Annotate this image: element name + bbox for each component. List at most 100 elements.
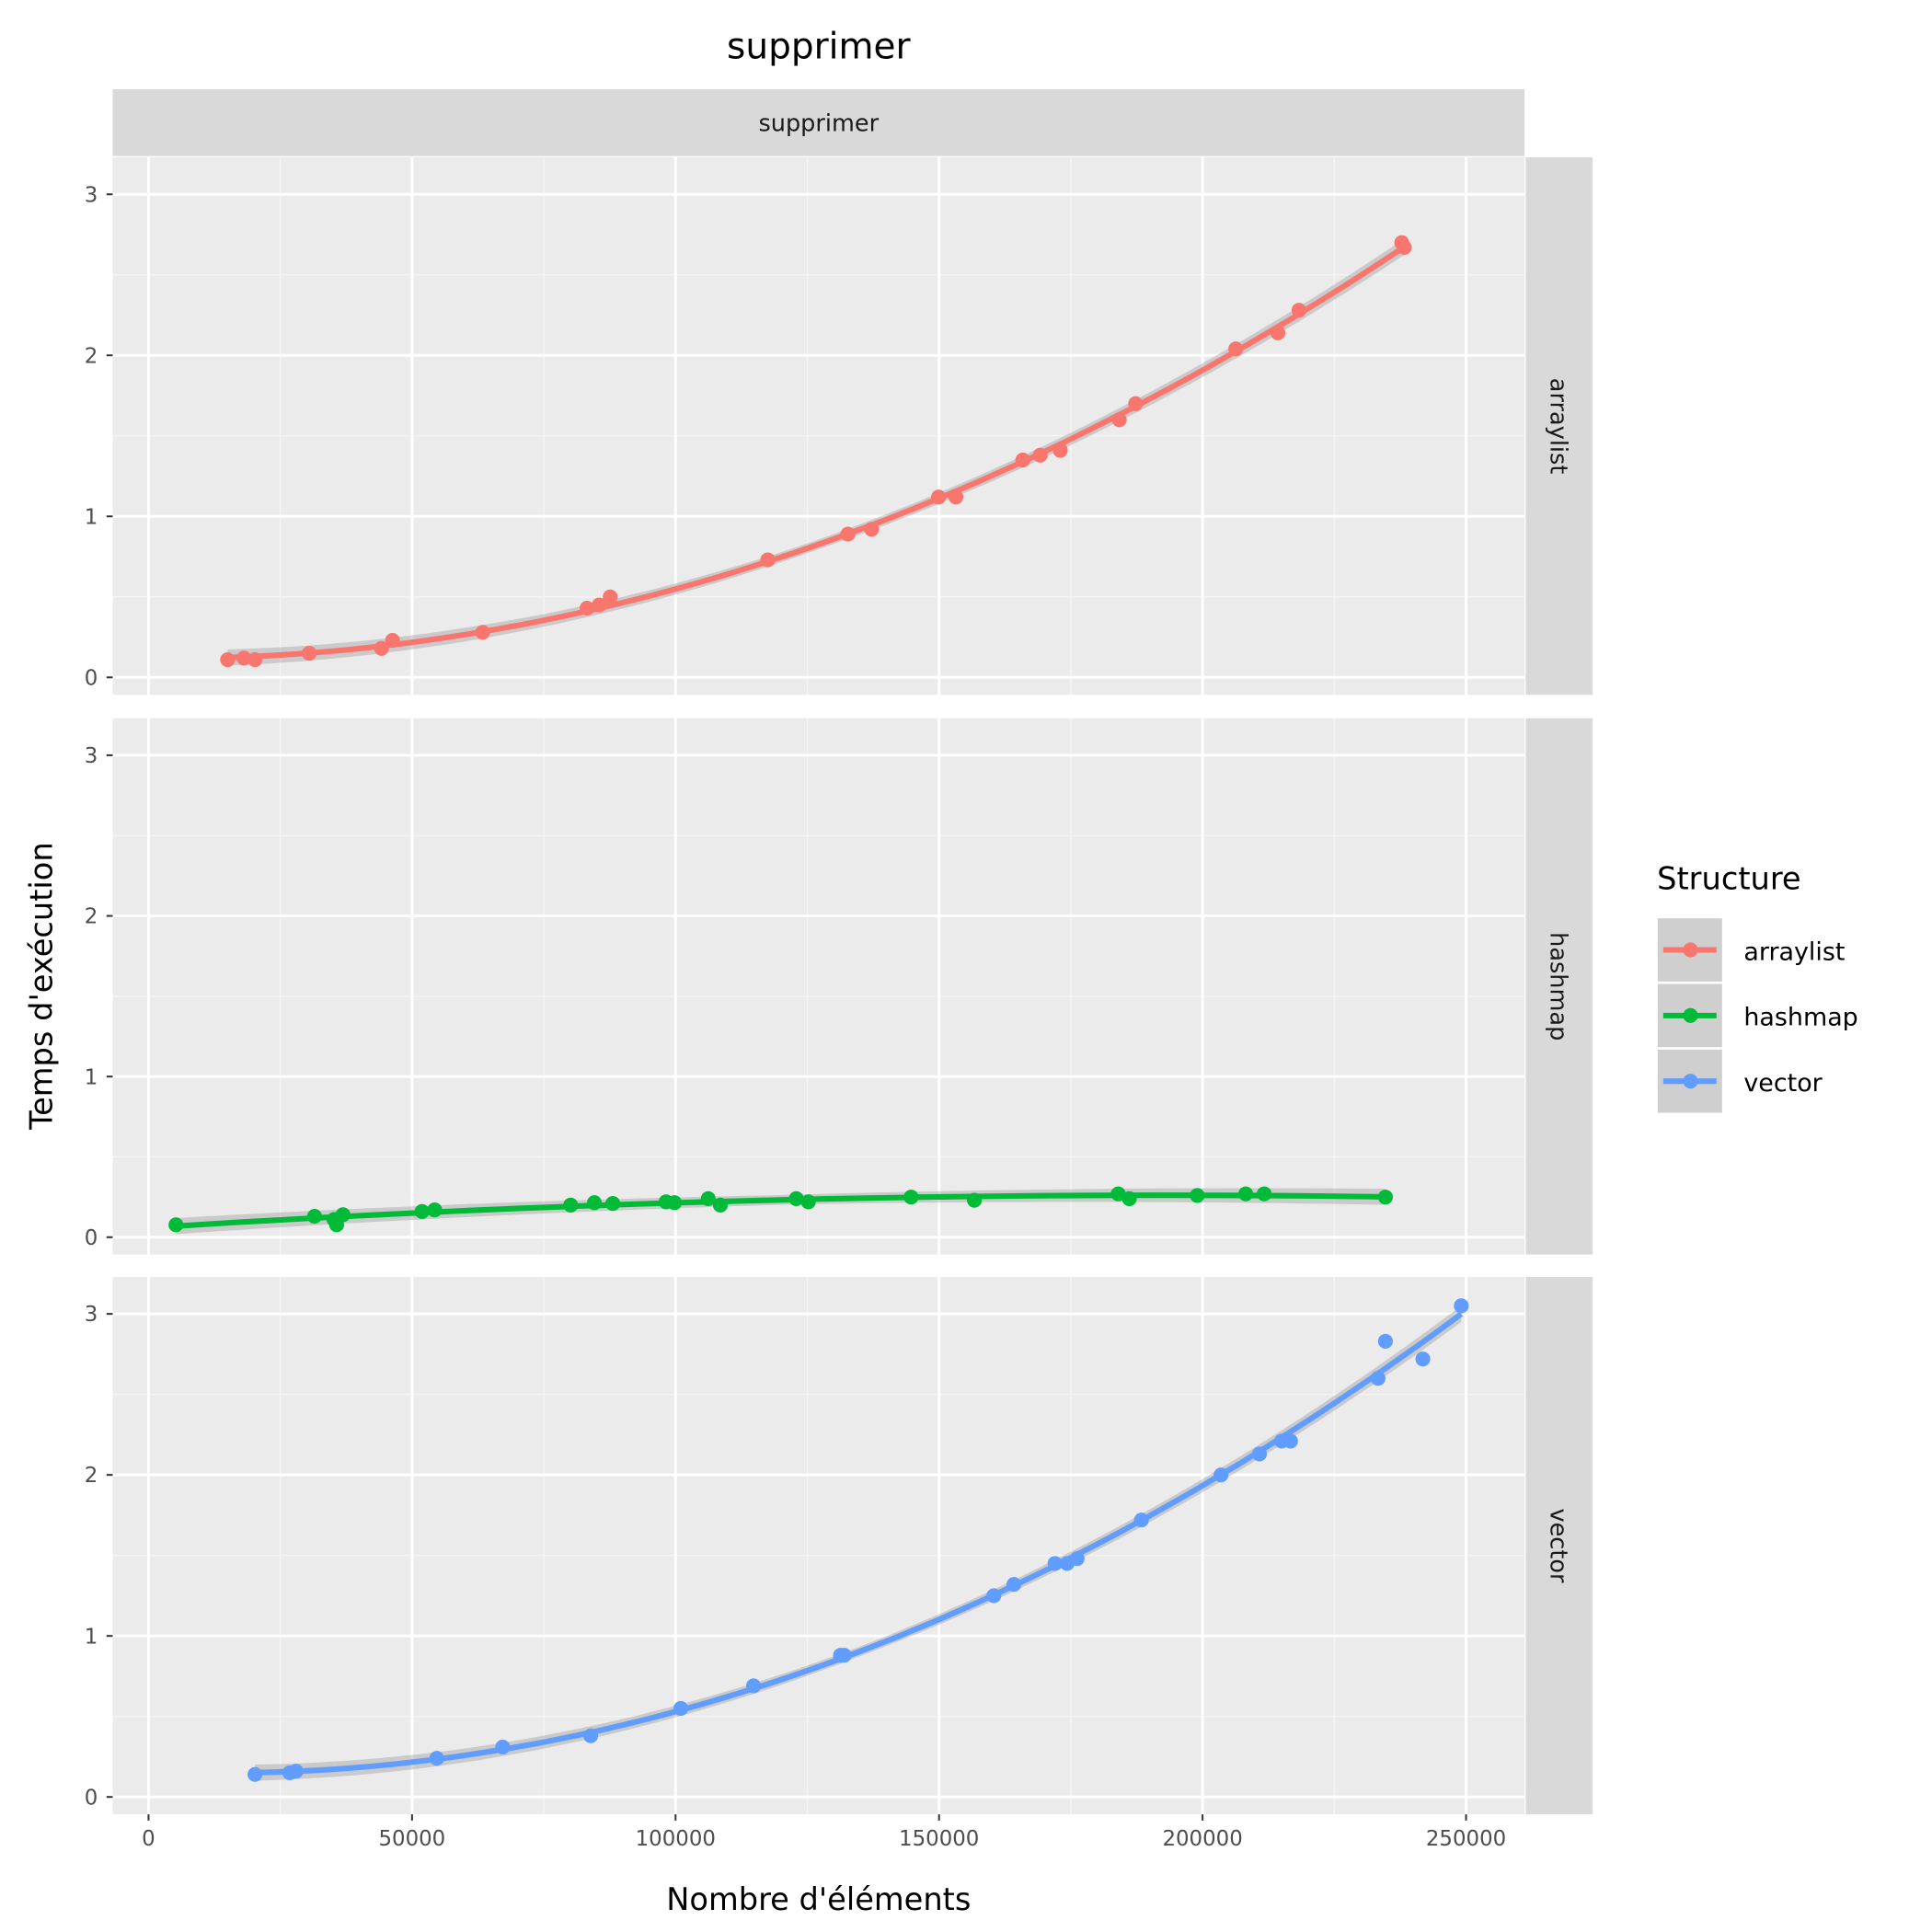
x-axis-title: Nombre d'éléments — [666, 1881, 971, 1917]
panel-hashmap: 0 1 2 3 hashmap — [85, 718, 1593, 1255]
y-tick-label: 0 — [85, 1226, 98, 1250]
y-tick-label: 3 — [85, 183, 98, 207]
legend: Structure arraylist hashmap vector — [1656, 861, 1858, 1114]
x-axis: 0 50000 100000 150000 200000 250000 — [142, 1814, 1506, 1851]
data-point-hashmap — [168, 1217, 184, 1233]
data-point-hashmap — [967, 1192, 983, 1208]
panel-background — [112, 718, 1525, 1255]
data-point-hashmap — [1121, 1190, 1137, 1206]
data-point-arraylist — [579, 600, 595, 616]
legend-point-vector — [1683, 1074, 1698, 1089]
data-point-hashmap — [712, 1197, 729, 1213]
y-tick-label: 3 — [85, 744, 98, 768]
data-point-arraylist — [1228, 341, 1244, 357]
data-point-arraylist — [1128, 396, 1144, 411]
y-tick-label: 2 — [85, 1464, 98, 1488]
data-point-vector — [1251, 1446, 1268, 1462]
data-point-vector — [1415, 1351, 1431, 1367]
y-tick-label: 2 — [85, 344, 98, 368]
data-point-arraylist — [948, 489, 964, 505]
row-strip-label: arraylist — [1544, 378, 1571, 475]
row-strip-label: vector — [1544, 1508, 1571, 1583]
data-point-vector — [582, 1728, 599, 1743]
x-tick-label: 100000 — [636, 1827, 716, 1851]
data-point-hashmap — [306, 1209, 322, 1225]
data-point-hashmap — [800, 1194, 816, 1210]
smooth-line-hashmap — [176, 1192, 1386, 1229]
x-tick-label: 250000 — [1426, 1827, 1506, 1851]
smooth-line-arraylist — [227, 244, 1407, 661]
row-strip — [1525, 1276, 1593, 1815]
data-point-vector — [1370, 1371, 1386, 1386]
data-point-arraylist — [864, 522, 880, 537]
data-point-arraylist — [236, 650, 252, 666]
data-point-arraylist — [475, 625, 490, 640]
x-tick-label: 0 — [142, 1827, 155, 1851]
column-strip-label: supprimer — [758, 110, 879, 138]
data-point-arraylist — [374, 640, 389, 656]
data-point-hashmap — [1257, 1186, 1272, 1202]
row-strip — [1525, 718, 1593, 1255]
data-point-hashmap — [700, 1190, 716, 1206]
data-point-vector — [247, 1766, 263, 1782]
data-point-arraylist — [760, 552, 776, 568]
data-point-hashmap — [903, 1190, 919, 1205]
data-point-vector — [986, 1588, 1002, 1604]
data-point-arraylist — [1270, 325, 1286, 340]
y-axis-title: Temps d'exécution — [24, 842, 60, 1130]
x-tick-label: 200000 — [1162, 1827, 1242, 1851]
data-point-arraylist — [592, 597, 607, 613]
data-point-arraylist — [1291, 303, 1307, 318]
legend-point-arraylist — [1683, 942, 1698, 958]
data-point-vector — [1006, 1577, 1022, 1593]
data-point-arraylist — [1015, 452, 1030, 468]
data-point-vector — [1377, 1333, 1393, 1349]
data-point-hashmap — [335, 1207, 351, 1223]
data-point-hashmap — [414, 1203, 430, 1219]
data-point-hashmap — [1238, 1186, 1254, 1202]
legend-point-hashmap — [1683, 1007, 1698, 1023]
panel-arraylist: 0 1 2 3 arraylist — [85, 156, 1593, 696]
data-point-arraylist — [220, 651, 236, 668]
data-point-vector — [836, 1648, 852, 1663]
data-point-hashmap — [605, 1196, 621, 1212]
data-point-arraylist — [1397, 239, 1412, 256]
y-tick-label: 1 — [85, 505, 98, 529]
data-point-arraylist — [840, 526, 856, 542]
data-point-hashmap — [586, 1195, 603, 1211]
data-point-vector — [673, 1700, 689, 1717]
data-point-vector — [1454, 1298, 1469, 1314]
row-strip-label: hashmap — [1544, 932, 1571, 1041]
row-strip — [1525, 156, 1593, 696]
data-point-arraylist — [1052, 443, 1068, 458]
column-strip — [112, 88, 1525, 156]
panel-background — [112, 1276, 1525, 1815]
panel-background — [112, 156, 1525, 696]
y-tick-label: 1 — [85, 1065, 98, 1089]
y-tick-label: 3 — [85, 1303, 98, 1327]
data-point-hashmap — [1190, 1188, 1205, 1203]
legend-label-hashmap: hashmap — [1743, 1004, 1857, 1032]
y-tick-label: 0 — [85, 666, 98, 690]
data-point-hashmap — [1377, 1190, 1393, 1205]
legend-label-vector: vector — [1743, 1069, 1823, 1098]
data-point-hashmap — [427, 1202, 443, 1218]
data-point-arraylist — [1111, 412, 1127, 428]
data-point-vector — [1047, 1556, 1063, 1571]
y-tick-label: 1 — [85, 1625, 98, 1649]
y-tick-label: 2 — [85, 905, 98, 929]
data-point-arraylist — [247, 651, 263, 668]
data-point-vector — [1282, 1433, 1298, 1449]
data-point-vector — [288, 1764, 304, 1779]
data-point-hashmap — [667, 1195, 683, 1211]
legend-title: Structure — [1657, 861, 1801, 897]
data-point-vector — [1069, 1551, 1085, 1567]
data-point-vector — [1213, 1467, 1229, 1483]
data-point-hashmap — [563, 1197, 579, 1213]
data-point-arraylist — [1032, 447, 1048, 463]
confidence-band — [176, 1188, 1386, 1235]
data-point-vector — [1133, 1512, 1149, 1528]
data-point-vector — [429, 1751, 444, 1766]
data-point-vector — [495, 1739, 511, 1755]
